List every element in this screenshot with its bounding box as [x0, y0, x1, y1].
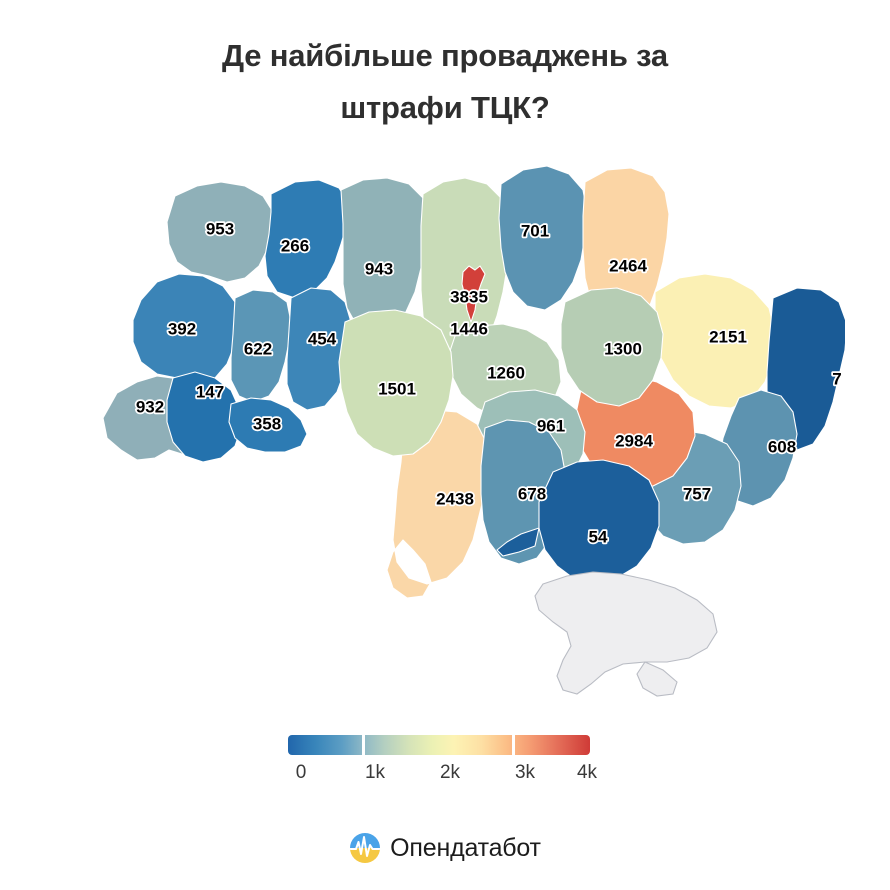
ukraine-map-svg: 953 266 943 1446 3835 701 2464 2151 7 60…	[102, 165, 845, 697]
label-luhansk: 7	[832, 369, 841, 388]
region-khmelnytskyi[interactable]	[286, 287, 352, 411]
label-dnipropetrovsk: 2984	[615, 431, 653, 450]
label-odesa: 2438	[436, 489, 474, 508]
colorbar-label-4k: 4k	[576, 762, 598, 783]
label-cherkasy: 1260	[487, 363, 525, 382]
label-chernivtsi: 358	[253, 414, 281, 433]
region-shapes-group	[102, 165, 845, 697]
label-ivano-frankivsk: 147	[196, 382, 224, 401]
colorbar-tick-labels: 0 1k 2k 3k 4k	[288, 762, 597, 788]
label-poltava: 1300	[604, 339, 642, 358]
region-chernivtsi[interactable]	[228, 397, 308, 453]
label-donetsk: 608	[768, 437, 796, 456]
region-zhytomyr[interactable]	[340, 177, 428, 335]
region-kyiv-city[interactable]	[461, 265, 486, 323]
colorbar-tick-3k	[512, 735, 515, 755]
colorbar-label-0: 0	[295, 762, 307, 783]
region-crimea	[534, 571, 718, 697]
title-line-2: штрафи ТЦК?	[340, 90, 550, 125]
region-volyn[interactable]	[166, 181, 274, 283]
label-kyiv-oblast: 1446	[450, 319, 488, 338]
label-zhytomyr: 943	[365, 259, 393, 278]
colorbar-gradient	[288, 735, 590, 755]
title-line-1: Де найбільше проваджень за	[222, 38, 668, 73]
region-labels-group: 953 266 943 1446 3835 701 2464 2151 7 60…	[134, 218, 843, 548]
label-mykolaiv: 678	[518, 484, 546, 503]
label-khmelnytskyi: 454	[308, 329, 337, 348]
region-lviv[interactable]	[132, 273, 240, 389]
brand-name: Опендатабот	[390, 833, 541, 862]
opendatabot-circle-icon	[350, 833, 381, 863]
region-vinnytsia[interactable]	[338, 309, 454, 457]
colorbar-label-3k: 3k	[514, 762, 536, 783]
label-volyn: 953	[206, 219, 234, 238]
region-kherson[interactable]	[496, 459, 660, 583]
footer-branding: Опендатабот	[0, 832, 890, 864]
label-vinnytsia: 1501	[378, 379, 416, 398]
choropleth-map: 953 266 943 1446 3835 701 2464 2151 7 60…	[45, 150, 845, 710]
label-kyiv-city: 3835	[450, 287, 488, 306]
colorbar-label-1k: 1k	[364, 762, 386, 783]
colorbar-label-2k: 2k	[439, 762, 461, 783]
label-lviv: 392	[168, 319, 196, 338]
label-kirovohrad: 961	[537, 416, 565, 435]
region-sumy[interactable]	[582, 167, 670, 329]
label-rivne: 266	[281, 236, 309, 255]
label-kherson: 54	[589, 527, 608, 546]
region-kharkiv[interactable]	[654, 273, 776, 409]
region-odesa[interactable]	[386, 409, 490, 599]
region-ivano-frankivsk[interactable]	[166, 371, 242, 463]
colorbar-tick-1k	[362, 735, 365, 755]
label-chernihiv: 701	[521, 221, 549, 240]
colorbar-legend: 0 1k 2k 3k 4k	[288, 735, 597, 788]
region-rivne[interactable]	[264, 179, 350, 299]
label-kharkiv: 2151	[709, 327, 747, 346]
page-title: Де найбільше проваджень за штрафи ТЦК?	[0, 30, 890, 134]
region-poltava[interactable]	[560, 287, 664, 407]
region-chernihiv[interactable]	[498, 165, 588, 311]
region-ternopil[interactable]	[230, 289, 292, 403]
label-ternopil: 622	[244, 339, 272, 358]
label-zakarpattia: 932	[136, 397, 164, 416]
label-sumy: 2464	[609, 256, 647, 275]
label-zaporizhzhia: 757	[683, 484, 711, 503]
